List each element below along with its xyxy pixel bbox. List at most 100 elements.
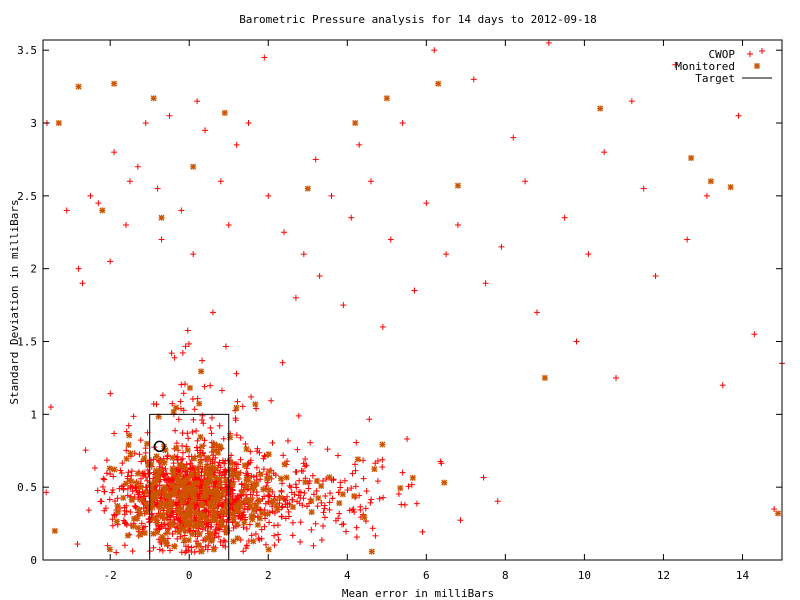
cwop-point xyxy=(43,489,50,496)
cwop-point xyxy=(322,492,329,499)
cwop-point xyxy=(327,490,334,497)
cwop-point xyxy=(561,214,568,221)
cwop-point xyxy=(301,463,308,470)
cwop-point xyxy=(125,469,132,476)
cwop-point xyxy=(233,465,240,472)
cwop-point xyxy=(337,484,344,491)
cwop-point xyxy=(284,437,291,444)
cwop-point xyxy=(285,508,292,515)
monitored-point xyxy=(106,546,113,553)
cwop-point xyxy=(217,178,224,185)
monitored-point xyxy=(199,443,206,450)
cwop-point xyxy=(169,530,176,537)
cwop-point xyxy=(288,489,295,496)
cwop-point xyxy=(411,287,418,294)
cwop-point xyxy=(344,487,351,494)
cwop-point xyxy=(175,416,182,423)
cwop-point xyxy=(253,405,260,412)
cwop-point xyxy=(356,492,363,499)
cwop-point xyxy=(182,343,189,350)
cwop-point xyxy=(123,447,130,454)
cwop-point xyxy=(101,488,108,495)
cwop-point xyxy=(288,484,295,491)
cwop-point xyxy=(222,457,229,464)
cwop-point xyxy=(133,487,140,494)
cwop-point xyxy=(138,520,145,527)
cwop-point xyxy=(379,323,386,330)
cwop-point xyxy=(300,468,307,475)
cwop-point xyxy=(266,492,273,499)
monitored-point xyxy=(230,516,237,523)
cwop-point xyxy=(261,54,268,61)
cwop-point xyxy=(350,506,357,513)
cwop-point xyxy=(184,327,191,334)
cwop-point xyxy=(240,548,247,555)
cwop-point xyxy=(771,506,778,513)
cwop-point xyxy=(124,492,131,499)
monitored-point xyxy=(164,529,171,536)
cwop-point xyxy=(202,507,209,514)
cwop-point xyxy=(136,451,143,458)
cwop-point xyxy=(318,499,325,506)
monitored-point xyxy=(168,498,175,505)
cwop-point xyxy=(178,381,185,388)
cwop-point xyxy=(142,120,149,127)
cwop-point xyxy=(179,349,186,356)
cwop-point xyxy=(307,439,314,446)
cwop-point xyxy=(145,516,152,523)
cwop-point xyxy=(278,513,285,520)
cwop-point xyxy=(166,112,173,119)
cwop-point xyxy=(293,468,300,475)
cwop-point xyxy=(222,343,229,350)
cwop-point xyxy=(265,192,272,199)
cwop-point xyxy=(321,514,328,521)
cwop-point xyxy=(180,390,187,397)
cwop-point xyxy=(279,480,286,487)
cwop-point xyxy=(233,370,240,377)
cwop-point xyxy=(79,280,86,287)
monitored-point xyxy=(441,479,448,486)
cwop-point xyxy=(672,61,679,68)
cwop-point xyxy=(220,537,227,544)
cwop-point xyxy=(109,486,116,493)
monitored-point xyxy=(308,509,315,516)
cwop-point xyxy=(348,485,355,492)
cwop-point xyxy=(573,338,580,345)
cwop-point xyxy=(375,457,382,464)
cwop-point xyxy=(117,467,124,474)
cwop-point xyxy=(363,488,370,495)
cwop-point xyxy=(233,141,240,148)
cwop-point xyxy=(209,309,216,316)
cwop-point xyxy=(353,439,360,446)
cwop-point xyxy=(470,76,477,83)
cwop-point xyxy=(335,515,342,522)
cwop-point xyxy=(289,519,296,526)
cwop-point xyxy=(215,533,222,540)
cwop-point xyxy=(125,422,132,429)
cwop-point xyxy=(419,528,426,535)
cwop-point xyxy=(159,547,166,554)
cwop-point xyxy=(374,478,381,485)
cwop-point xyxy=(408,481,415,488)
cwop-point xyxy=(258,526,265,533)
monitored-point xyxy=(397,485,404,492)
monitored-point xyxy=(138,496,145,503)
cwop-point xyxy=(219,387,226,394)
cwop-point xyxy=(254,448,261,455)
cwop-point xyxy=(216,526,223,533)
cwop-point xyxy=(405,483,412,490)
cwop-point xyxy=(271,542,278,549)
cwop-point xyxy=(320,523,327,530)
cwop-point xyxy=(91,464,98,471)
cwop-point xyxy=(316,272,323,279)
cwop-point xyxy=(250,473,257,480)
cwop-point xyxy=(239,403,246,410)
cwop-point xyxy=(132,503,139,510)
cwop-point xyxy=(297,519,304,526)
cwop-point xyxy=(336,510,343,517)
cwop-point xyxy=(253,464,260,471)
cwop-point xyxy=(233,432,240,439)
monitored-point xyxy=(379,441,386,448)
cwop-point xyxy=(314,503,321,510)
cwop-point xyxy=(480,474,487,481)
